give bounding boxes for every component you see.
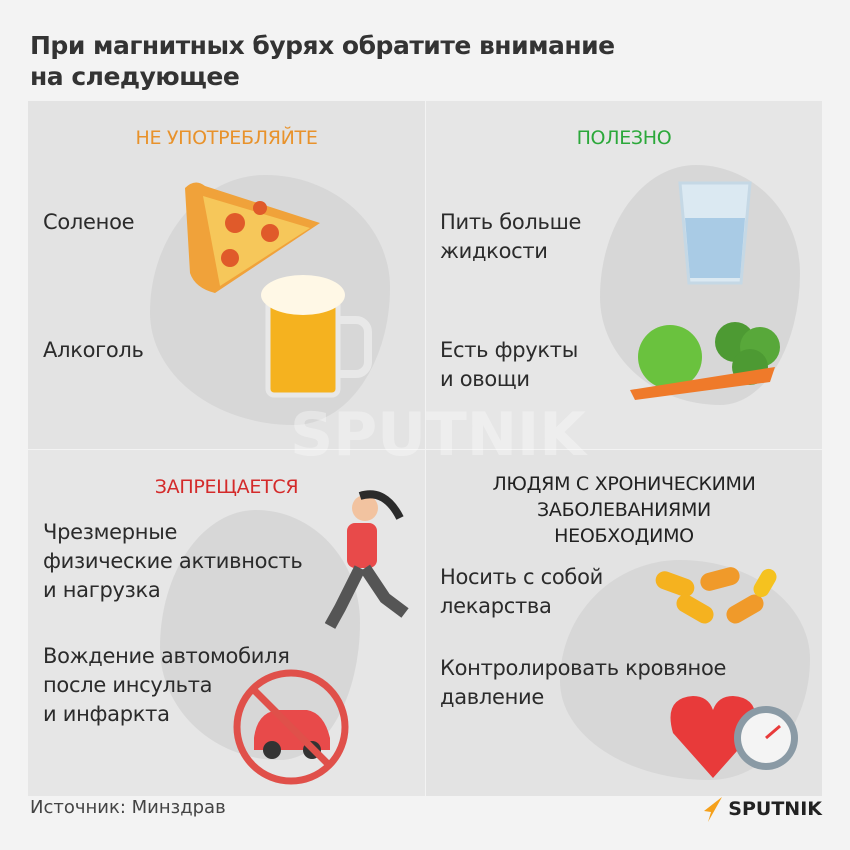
heart-tonometer-icon	[670, 696, 798, 778]
item-line: жидкости	[440, 239, 548, 263]
item-drink-fluids: Пить больше жидкости	[440, 208, 581, 266]
title-line: на следующее	[30, 62, 240, 91]
header-useful: ПОЛЕЗНО	[576, 127, 672, 149]
source-note: Источник: Минздрав	[30, 797, 226, 818]
page-title: При магнитных бурях обратите внимание на…	[30, 30, 615, 92]
item-line: физические активность	[43, 549, 303, 573]
item-line: и нагрузка	[43, 578, 161, 602]
item-salty: Соленое	[43, 210, 135, 234]
item-line: и овощи	[440, 367, 530, 391]
item-alcohol: Алкоголь	[43, 338, 144, 362]
header-line: ЗАБОЛЕВАНИЯМИ	[537, 499, 711, 521]
title-line: При магнитных бурях обратите внимание	[30, 31, 615, 60]
logo-text: SPUTNIK	[728, 798, 822, 820]
background-blob	[160, 510, 360, 760]
item-line: после инсульта	[43, 673, 213, 697]
item-line: Пить больше	[440, 210, 582, 234]
running-woman-icon	[325, 490, 409, 629]
item-line: и инфаркта	[43, 702, 170, 726]
item-physical-activity: Чрезмерные физические активность и нагрузк…	[43, 518, 303, 605]
header-forbidden: ЗАПРЕЩАЕТСЯ	[154, 476, 299, 498]
header-dont-consume: НЕ УПОТРЕБЛЯЙТЕ	[135, 127, 318, 149]
item-blood-pressure: Контролировать кровяное давление	[440, 654, 726, 712]
item-line: лекарства	[440, 594, 552, 618]
fruits-vegetables-icon	[630, 322, 780, 400]
header-chronic: ЛЮДЯМ С ХРОНИЧЕСКИМИ ЗАБОЛЕВАНИЯМИ НЕОБХ…	[426, 471, 822, 549]
item-line: Контролировать кровяное	[440, 656, 727, 680]
item-driving: Вождение автомобиля после инсульта и инфар…	[43, 642, 290, 729]
sputnik-logo-icon	[704, 797, 723, 822]
item-line: Носить с собой	[440, 565, 603, 589]
item-medicine: Носить с собой лекарства	[440, 563, 603, 621]
no-car-icon	[233, 669, 349, 785]
pills-icon	[655, 567, 777, 624]
item-line: Чрезмерные	[43, 520, 178, 544]
sputnik-logo: SPUTNIK	[702, 795, 822, 823]
item-fruits-vegetables: Есть фрукты и овощи	[440, 336, 578, 394]
water-glass-icon	[678, 181, 752, 285]
item-line: Есть фрукты	[440, 338, 579, 362]
beer-mug-icon	[261, 275, 372, 398]
item-line: давление	[440, 685, 545, 709]
item-line: Вождение автомобиля	[43, 644, 290, 668]
watermark: SPUTNIK	[290, 400, 586, 470]
header-line: НЕОБХОДИМО	[554, 525, 694, 547]
pizza-icon	[185, 182, 320, 293]
header-line: ЛЮДЯМ С ХРОНИЧЕСКИМИ	[492, 473, 756, 495]
